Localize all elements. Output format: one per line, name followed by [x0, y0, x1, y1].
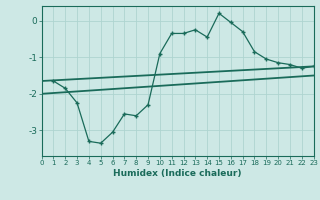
X-axis label: Humidex (Indice chaleur): Humidex (Indice chaleur)	[113, 169, 242, 178]
